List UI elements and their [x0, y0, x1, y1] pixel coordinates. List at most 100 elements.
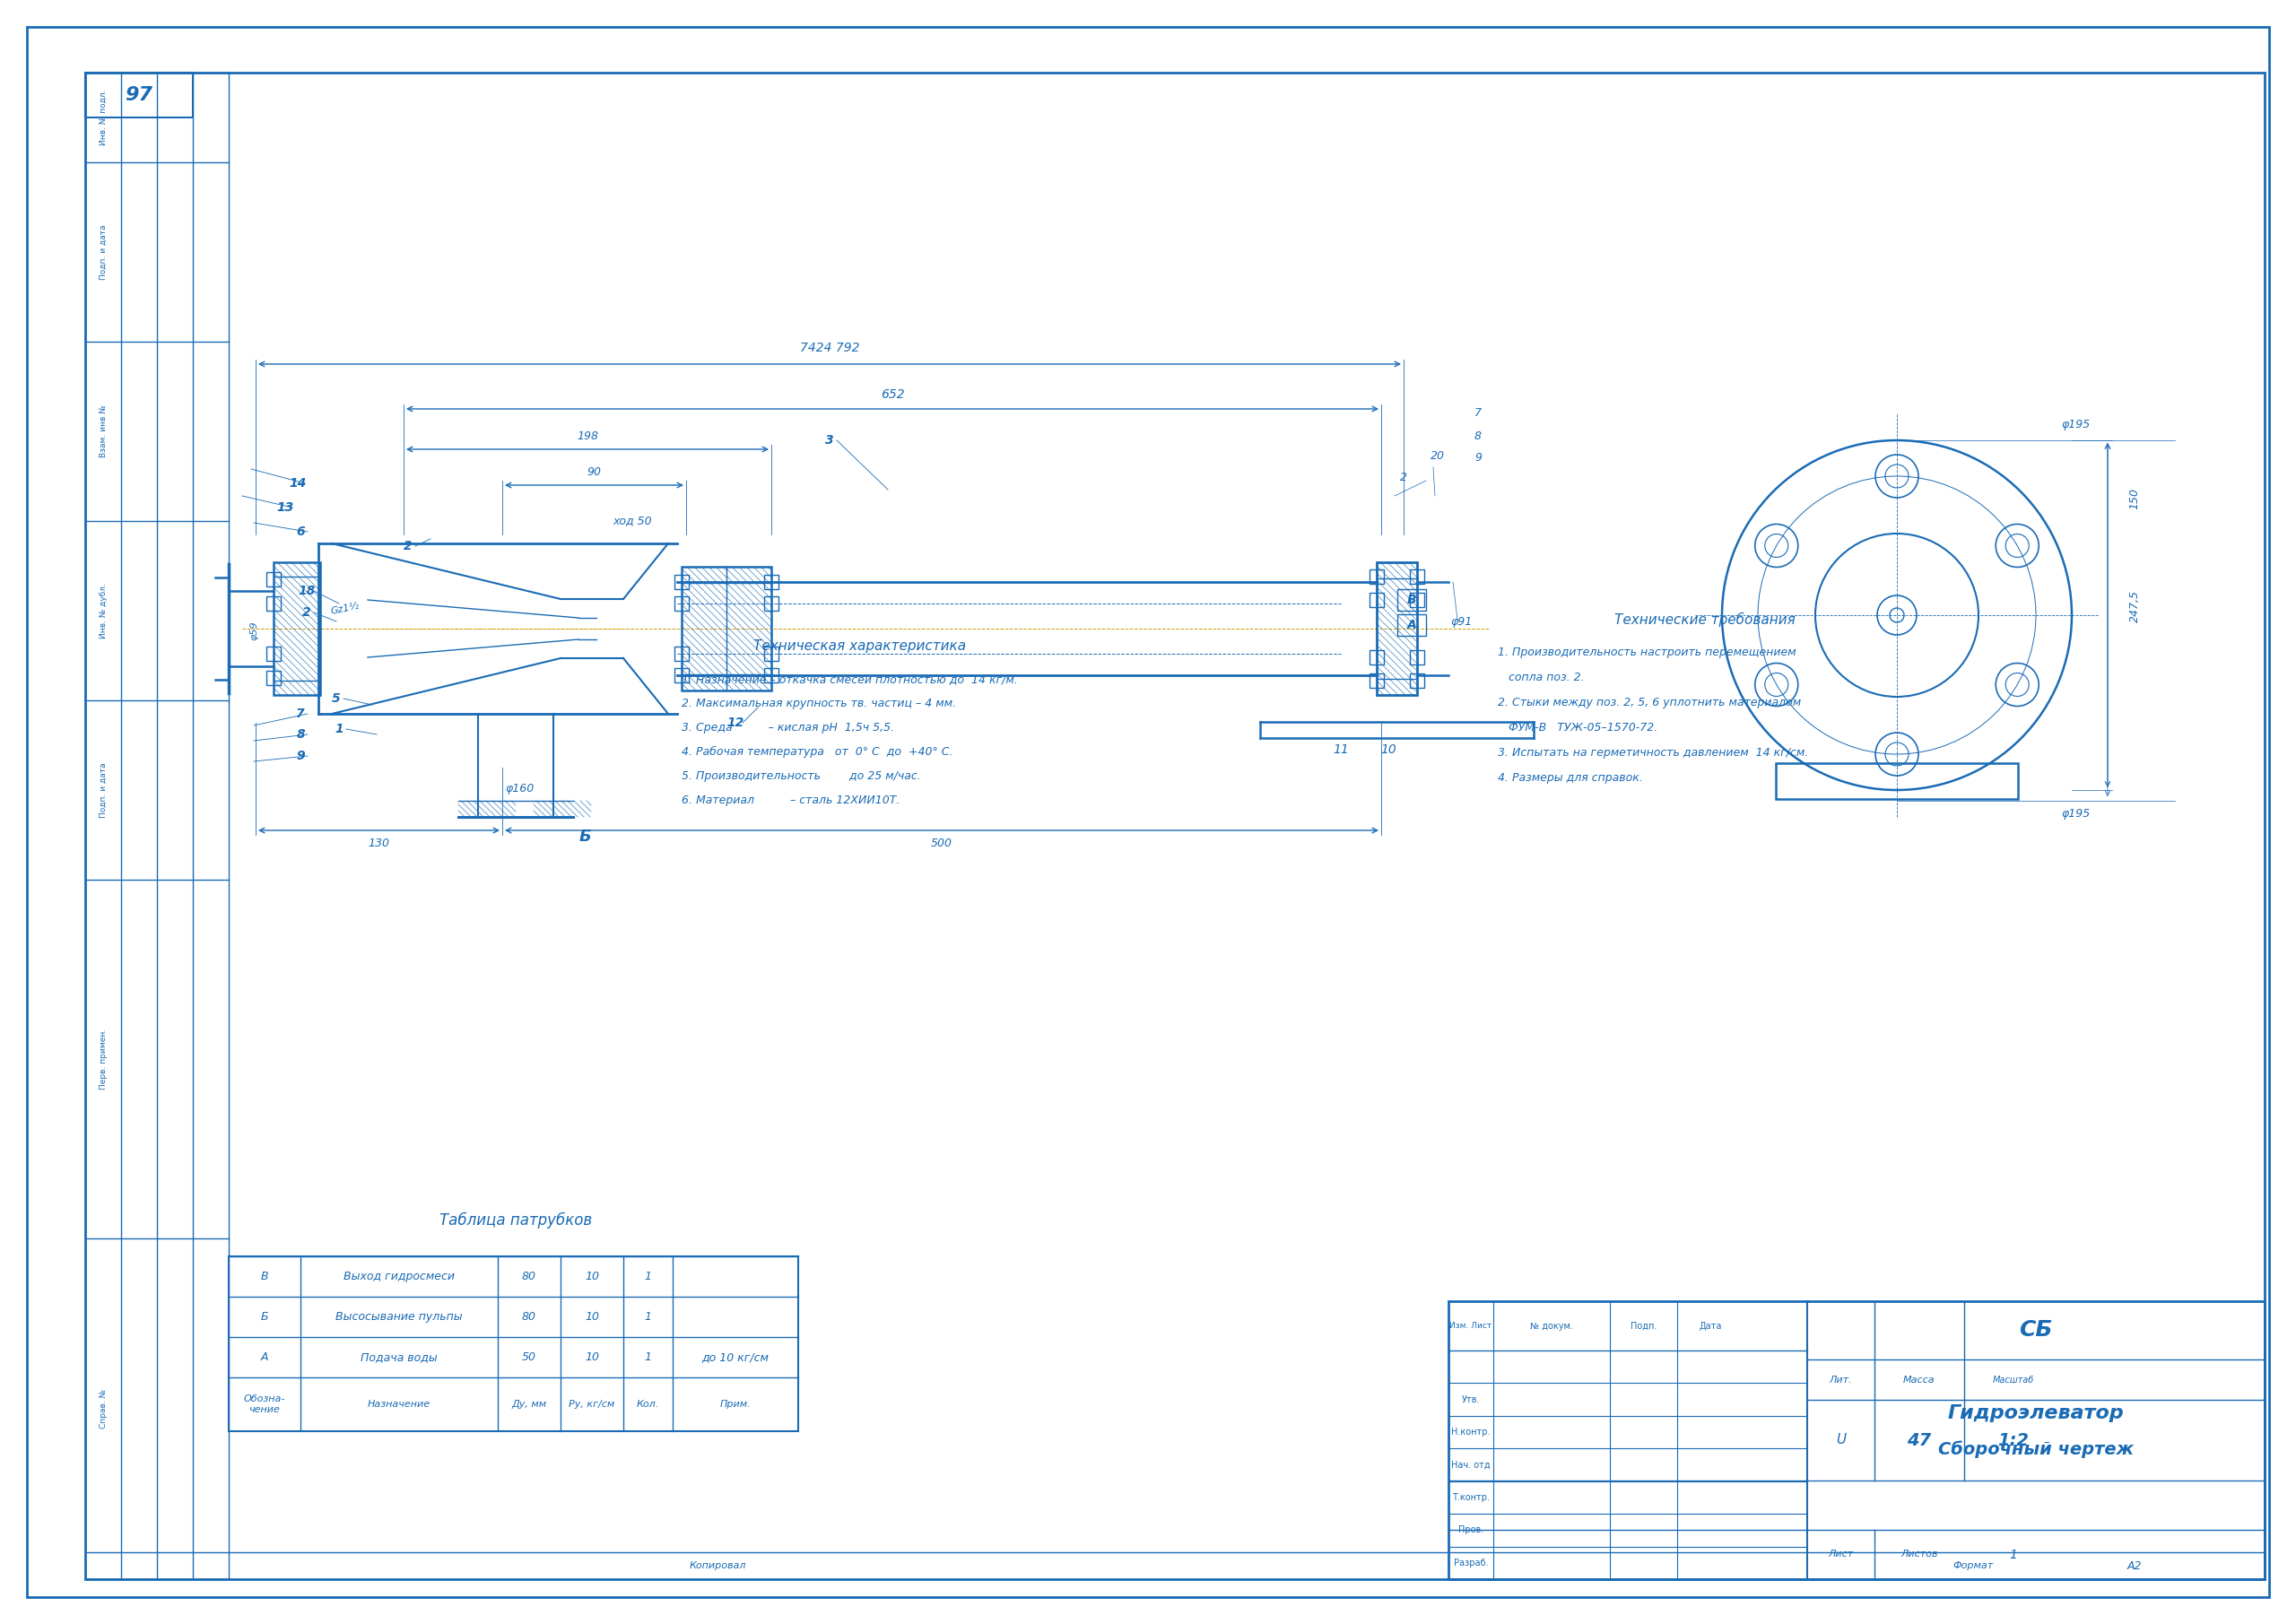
Text: 1: 1	[645, 1351, 652, 1363]
Text: Формат: Формат	[1954, 1561, 1993, 1570]
Text: Подп.: Подп.	[1630, 1322, 1658, 1330]
Text: 4. Размеры для справок.: 4. Размеры для справок.	[1497, 771, 1644, 784]
Text: 12: 12	[728, 716, 744, 729]
Text: U: U	[1837, 1434, 1846, 1447]
Text: 10: 10	[585, 1311, 599, 1322]
Text: 652: 652	[879, 388, 905, 401]
Bar	[1410, 593, 1424, 607]
Text: В: В	[262, 1270, 269, 1283]
Text: 7: 7	[1474, 408, 1481, 419]
Text: Gz1½: Gz1½	[331, 601, 360, 615]
Text: Б: Б	[262, 1311, 269, 1322]
Bar	[1368, 650, 1384, 664]
Bar	[1449, 1301, 2264, 1579]
Bar	[1368, 593, 1384, 607]
Text: Прим.: Прим.	[721, 1400, 751, 1408]
Bar	[682, 567, 771, 690]
Text: Обозна-
чение: Обозна- чение	[243, 1395, 285, 1415]
Text: 10: 10	[585, 1351, 599, 1363]
Bar	[1378, 562, 1417, 695]
Text: 198: 198	[576, 430, 599, 443]
Text: A: A	[1407, 619, 1417, 632]
Text: 10: 10	[1380, 744, 1396, 755]
Text: 3. Испытать на герметичность давлением  14 кг/см.: 3. Испытать на герметичность давлением 1…	[1497, 747, 1809, 758]
Text: Масса: Масса	[1903, 1376, 1936, 1384]
Text: 1. Назначение – откачка смесей плотностью до  14 кг/м.: 1. Назначение – откачка смесей плотность…	[682, 674, 1017, 685]
Text: 18: 18	[298, 585, 315, 598]
Text: 6. Материал          – сталь 12ХИИ10Т.: 6. Материал – сталь 12ХИИ10Т.	[682, 794, 900, 806]
Text: 47: 47	[1908, 1432, 1931, 1449]
Text: 8: 8	[296, 728, 305, 741]
Text: Утв.: Утв.	[1463, 1395, 1481, 1405]
Text: 14: 14	[289, 477, 305, 489]
Text: 2: 2	[1401, 473, 1407, 484]
Text: φ91: φ91	[1451, 615, 1472, 627]
Text: Разраб.: Разраб.	[1453, 1559, 1488, 1567]
Text: 5. Производительность        до 25 м/час.: 5. Производительность до 25 м/час.	[682, 770, 921, 783]
Text: Гидроэлеватор: Гидроэлеватор	[1947, 1405, 2124, 1423]
Bar	[85, 73, 193, 117]
Text: СБ: СБ	[2018, 1320, 2053, 1341]
Text: 1: 1	[645, 1311, 652, 1322]
Text: Высосывание пульпы: Высосывание пульпы	[335, 1311, 461, 1322]
Text: 8: 8	[1474, 430, 1481, 442]
Bar	[675, 667, 689, 682]
Text: Справ. №: Справ. №	[99, 1389, 108, 1429]
Bar	[266, 646, 280, 661]
Text: 6: 6	[296, 526, 305, 538]
Text: A2: A2	[2126, 1561, 2142, 1572]
Text: ход 50: ход 50	[613, 515, 652, 526]
Text: 4. Рабочая температура   от  0° С  до  +40° С.: 4. Рабочая температура от 0° С до +40° С…	[682, 745, 953, 758]
Text: Пров.: Пров.	[1458, 1525, 1483, 1535]
Text: 13: 13	[276, 502, 294, 513]
Text: 97: 97	[124, 86, 154, 104]
Bar	[765, 646, 778, 661]
Text: Лист: Лист	[1828, 1549, 1853, 1559]
Text: Взам. инв №: Взам. инв №	[99, 404, 108, 458]
Bar	[1398, 590, 1426, 611]
Text: Перв. примен.: Перв. примен.	[99, 1028, 108, 1090]
Text: № докум.: № докум.	[1529, 1322, 1573, 1330]
Text: B: B	[1407, 594, 1417, 606]
Bar	[1368, 674, 1384, 689]
Bar	[765, 596, 778, 611]
Text: Нач. отд: Нач. отд	[1451, 1460, 1490, 1470]
Bar	[675, 646, 689, 661]
Bar	[765, 667, 778, 682]
Text: Выход гидросмеси: Выход гидросмеси	[344, 1270, 455, 1283]
Text: 500: 500	[930, 838, 953, 849]
Text: 50: 50	[521, 1351, 537, 1363]
Text: 130: 130	[367, 838, 390, 849]
Text: 1: 1	[2009, 1548, 2018, 1561]
Bar	[1398, 614, 1426, 635]
Bar	[266, 671, 280, 685]
Text: φ160: φ160	[505, 783, 535, 794]
Text: 150: 150	[2128, 487, 2140, 510]
Text: 2. Стыки между поз. 2, 5, 6 уплотнить материалом: 2. Стыки между поз. 2, 5, 6 уплотнить ма…	[1497, 697, 1800, 708]
Text: Изм. Лист: Изм. Лист	[1449, 1322, 1492, 1330]
Text: Листов: Листов	[1901, 1549, 1938, 1559]
Text: Дата: Дата	[1699, 1322, 1722, 1330]
Text: 1:2: 1:2	[1998, 1432, 2030, 1449]
Text: сопла поз. 2.: сопла поз. 2.	[1497, 672, 1584, 684]
Text: Ру, кг/см: Ру, кг/см	[569, 1400, 615, 1408]
Bar	[1410, 650, 1424, 664]
Text: 1. Производительность настроить перемещением: 1. Производительность настроить перемеще…	[1497, 646, 1795, 658]
Text: 2: 2	[303, 606, 310, 619]
Text: 9: 9	[1474, 453, 1481, 464]
Text: 20: 20	[1430, 450, 1444, 463]
Text: Назначение: Назначение	[367, 1400, 432, 1408]
Text: φ195: φ195	[2062, 807, 2092, 818]
Text: Подп. и дата: Подп. и дата	[99, 224, 108, 279]
Text: ФУМ-В   ТУЖ-05–1570-72.: ФУМ-В ТУЖ-05–1570-72.	[1497, 723, 1658, 734]
Text: Таблица патрубков: Таблица патрубков	[439, 1212, 592, 1229]
Text: Копировал: Копировал	[689, 1561, 746, 1570]
Text: 5: 5	[333, 692, 340, 705]
Text: Подп. и дата: Подп. и дата	[99, 762, 108, 817]
Text: 247,5: 247,5	[2128, 590, 2140, 622]
Text: 7: 7	[296, 708, 305, 719]
Bar	[1368, 570, 1384, 583]
Bar	[1410, 570, 1424, 583]
Bar	[266, 572, 280, 586]
Bar	[765, 575, 778, 590]
